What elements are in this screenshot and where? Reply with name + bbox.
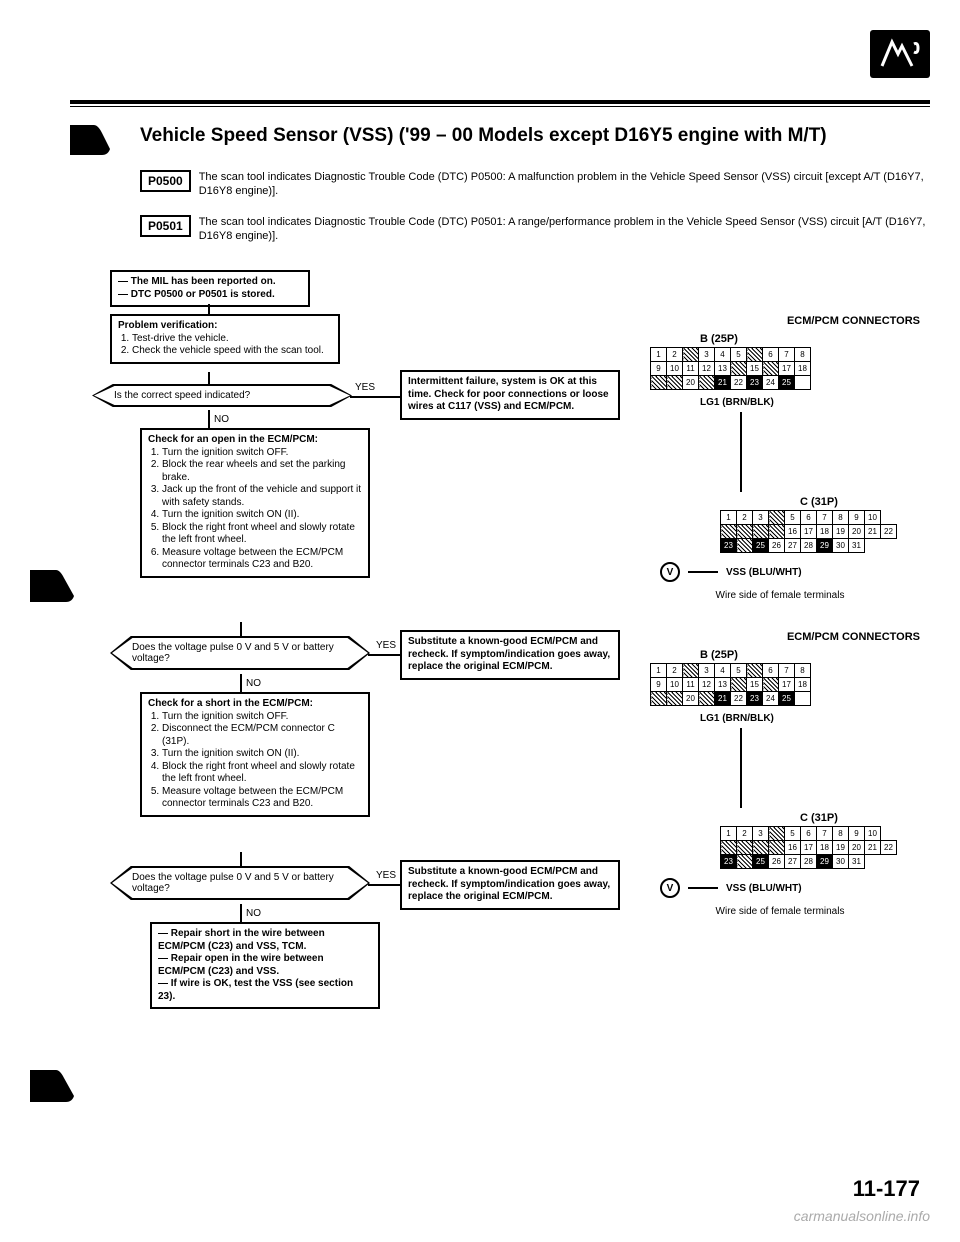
- result-intermittent: Intermittent failure, system is OK at th…: [400, 370, 620, 420]
- result-substitute-2: Substitute a known-good ECM/PCM and rech…: [400, 860, 620, 910]
- signal-vss: VSS (BLU/WHT): [726, 567, 802, 578]
- flow-line: [368, 884, 400, 886]
- conn-line: [740, 412, 742, 492]
- voltmeter-icon: V: [660, 878, 680, 898]
- flow-final: — Repair short in the wire between ECM/P…: [150, 922, 380, 1009]
- result-substitute-1: Substitute a known-good ECM/PCM and rech…: [400, 630, 620, 680]
- conn-line: [740, 728, 742, 808]
- connector-c-label: C (31P): [800, 496, 920, 508]
- vss-row: V VSS (BLU/WHT): [660, 562, 920, 582]
- vss-row: V VSS (BLU/WHT): [660, 878, 920, 898]
- flow-line: [240, 622, 242, 636]
- decision-3: Does the voltage pulse 0 V and 5 V or ba…: [110, 866, 370, 900]
- yes-label: YES: [376, 870, 396, 881]
- decision-2: Does the voltage pulse 0 V and 5 V or ba…: [110, 636, 370, 670]
- page-number: 11-177: [853, 1176, 920, 1202]
- connector-b-label: B (25P): [700, 649, 920, 661]
- brand-logo: [870, 30, 930, 78]
- box-heading: Check for an open in the ECM/PCM:: [148, 434, 362, 447]
- yes-label: YES: [355, 382, 375, 393]
- yes-label: YES: [376, 640, 396, 651]
- no-label: NO: [246, 678, 261, 689]
- page-title: Vehicle Speed Sensor (VSS) ('99 – 00 Mod…: [140, 125, 930, 147]
- rule-thick: [70, 100, 930, 104]
- dtc-text: The scan tool indicates Diagnostic Troub…: [199, 215, 930, 244]
- signal-lg1: LG1 (BRN/BLK): [700, 713, 920, 724]
- conn-line: [688, 887, 718, 889]
- flow-line: [208, 410, 210, 428]
- decision-1: Is the correct speed indicated?: [92, 384, 352, 407]
- flow-check1: Check for an open in the ECM/PCM: Turn t…: [140, 428, 370, 578]
- box-list: Turn the ignition switch OFF. Block the …: [162, 447, 362, 572]
- dtc-text: The scan tool indicates Diagnostic Troub…: [199, 170, 930, 199]
- box-heading: Problem verification:: [118, 320, 332, 333]
- wire-note: Wire side of female terminals: [640, 906, 920, 917]
- dtc-p0501: P0501 The scan tool indicates Diagnostic…: [140, 215, 930, 244]
- flow-line: [240, 852, 242, 866]
- side-tab-icon: [30, 1070, 74, 1102]
- side-tab-icon: [30, 570, 74, 602]
- flowchart: — The MIL has been reported on. — DTC P0…: [80, 270, 640, 1202]
- box-heading: Check for a short in the ECM/PCM:: [148, 698, 362, 711]
- connector-diagrams: ECM/PCM CONNECTORS B (25P) 12345678 9101…: [640, 315, 920, 935]
- conn-line: [688, 571, 718, 573]
- connector-title: ECM/PCM CONNECTORS: [640, 631, 920, 643]
- connector-c-table-2: 1235678910 16171819202122 23252627282930…: [720, 826, 897, 869]
- dtc-code: P0500: [140, 170, 191, 192]
- wire-note: Wire side of female terminals: [640, 590, 920, 601]
- flow-start: — The MIL has been reported on. — DTC P0…: [110, 270, 310, 307]
- flow-verify: Problem verification: Test-drive the veh…: [110, 314, 340, 364]
- flow-line: [350, 396, 400, 398]
- watermark: carmanualsonline.info: [794, 1208, 930, 1224]
- voltmeter-icon: V: [660, 562, 680, 582]
- rule-thin: [70, 106, 930, 107]
- flow-line: [208, 372, 210, 384]
- flow-line: [368, 654, 400, 656]
- flow-line: [208, 304, 210, 314]
- signal-lg1: LG1 (BRN/BLK): [700, 397, 920, 408]
- box-list: Turn the ignition switch OFF. Disconnect…: [162, 711, 362, 811]
- flow-line: [240, 674, 242, 692]
- dtc-p0500: P0500 The scan tool indicates Diagnostic…: [140, 170, 930, 199]
- page: Vehicle Speed Sensor (VSS) ('99 – 00 Mod…: [10, 10, 950, 1232]
- flow-line: [240, 904, 242, 922]
- connector-c-label: C (31P): [800, 812, 920, 824]
- connector-c-table: 1235678910 16171819202122 23252627282930…: [720, 510, 897, 553]
- connector-title: ECM/PCM CONNECTORS: [640, 315, 920, 327]
- tab-arrow-icon: [70, 125, 110, 155]
- connector-b-table: 12345678 910111213151718 202122232425: [650, 347, 811, 390]
- box-list: Test-drive the vehicle. Check the vehicl…: [132, 333, 332, 358]
- connector-b-table-2: 12345678 910111213151718 202122232425: [650, 663, 811, 706]
- no-label: NO: [214, 414, 229, 425]
- signal-vss: VSS (BLU/WHT): [726, 883, 802, 894]
- no-label: NO: [246, 908, 261, 919]
- dtc-code: P0501: [140, 215, 191, 237]
- connector-b-label: B (25P): [700, 333, 920, 345]
- flow-check2: Check for a short in the ECM/PCM: Turn t…: [140, 692, 370, 817]
